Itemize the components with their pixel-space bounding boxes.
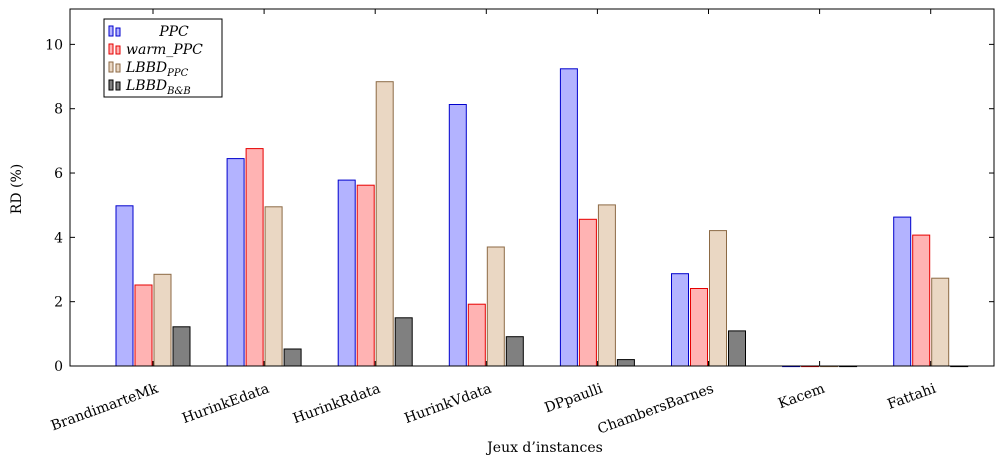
bar-lbbd-b-b-brandimartemk (172, 326, 191, 367)
x-tick-label: Kacem (776, 381, 827, 413)
bar-lbbd-ppc-hurinkrdata (375, 81, 394, 367)
y-axis-ticks: 0 2 4 6 8 10 (45, 37, 994, 375)
x-tick-label: BrandimarteMk (49, 381, 161, 435)
legend-swatch (115, 81, 121, 91)
bar-ppc-hurinkrdata (337, 179, 356, 367)
bar-lbbd-ppc-dppaulli (597, 204, 616, 367)
x-tick-label: ChambersBarnes (595, 381, 715, 438)
legend-label: PPC (158, 24, 189, 40)
legend-swatch (108, 79, 114, 91)
y-tick-label: 10 (45, 37, 63, 53)
legend-swatch (115, 63, 121, 73)
bars-group (115, 68, 969, 368)
axes-box (69, 8, 995, 367)
bar-lbbd-ppc-brandimartemk (153, 273, 172, 367)
bar-warm-ppc-chambersbarnes (690, 288, 708, 367)
bar-warm-ppc-hurinkrdata (356, 184, 375, 367)
bar-lbbd-ppc-chambersbarnes (709, 230, 727, 367)
legend-swatch (115, 27, 121, 37)
y-tick-label: 4 (54, 230, 63, 246)
legend-swatch (108, 61, 114, 73)
bar-lbbd-b-b-chambersbarnes (728, 330, 746, 367)
x-tick-label: HurinkEdata (180, 381, 271, 427)
legend-swatch (108, 25, 114, 37)
bar-lbbd-ppc-hurinkedata (264, 206, 283, 367)
bar-lbbd-ppc-hurinkvdata (486, 246, 505, 367)
bar-warm-ppc-dppaulli (578, 218, 597, 367)
legend-box (103, 18, 223, 98)
axes-frame (69, 8, 995, 367)
bar-ppc-hurinkedata (226, 158, 245, 367)
bar-lbbd-b-b-hurinkvdata (505, 336, 524, 367)
bar-ppc-hurinkvdata (448, 104, 467, 367)
bar-ppc-dppaulli (559, 68, 578, 367)
legend-label: warm_PPC (126, 42, 203, 58)
x-axis-label: Jeux d’instances (485, 440, 603, 456)
y-tick-label: 8 (54, 102, 63, 118)
bar-warm-ppc-hurinkedata (245, 148, 264, 367)
x-tick-label: Fattahi (885, 381, 938, 413)
bar-ppc-fattahi (893, 216, 912, 367)
legend-entry: PPC (108, 24, 189, 40)
bar-warm-ppc-fattahi (912, 234, 931, 367)
bar-ppc-brandimartemk (115, 205, 134, 367)
bar-warm-ppc-hurinkvdata (467, 303, 486, 367)
y-tick-label: 6 (54, 166, 63, 182)
y-axis-label: RD (%) (9, 164, 25, 214)
y-tick-label: 2 (54, 295, 63, 311)
bar-ppc-chambersbarnes (671, 273, 689, 367)
legend-swatch (108, 43, 114, 55)
bar-lbbd-b-b-hurinkedata (283, 348, 302, 367)
x-tick-label: HurinkRdata (291, 381, 383, 427)
x-tick-label: HurinkVdata (402, 381, 493, 427)
legend-entry: warm_PPC (108, 42, 203, 58)
bar-lbbd-b-b-dppaulli (616, 359, 635, 367)
x-tick-label: DPpaulli (543, 381, 606, 417)
bar-lbbd-b-b-hurinkrdata (394, 317, 413, 367)
y-tick-label: 0 (54, 359, 63, 375)
bar-warm-ppc-brandimartemk (134, 284, 153, 367)
bar-lbbd-ppc-fattahi (931, 277, 950, 367)
legend-swatch (115, 45, 121, 55)
